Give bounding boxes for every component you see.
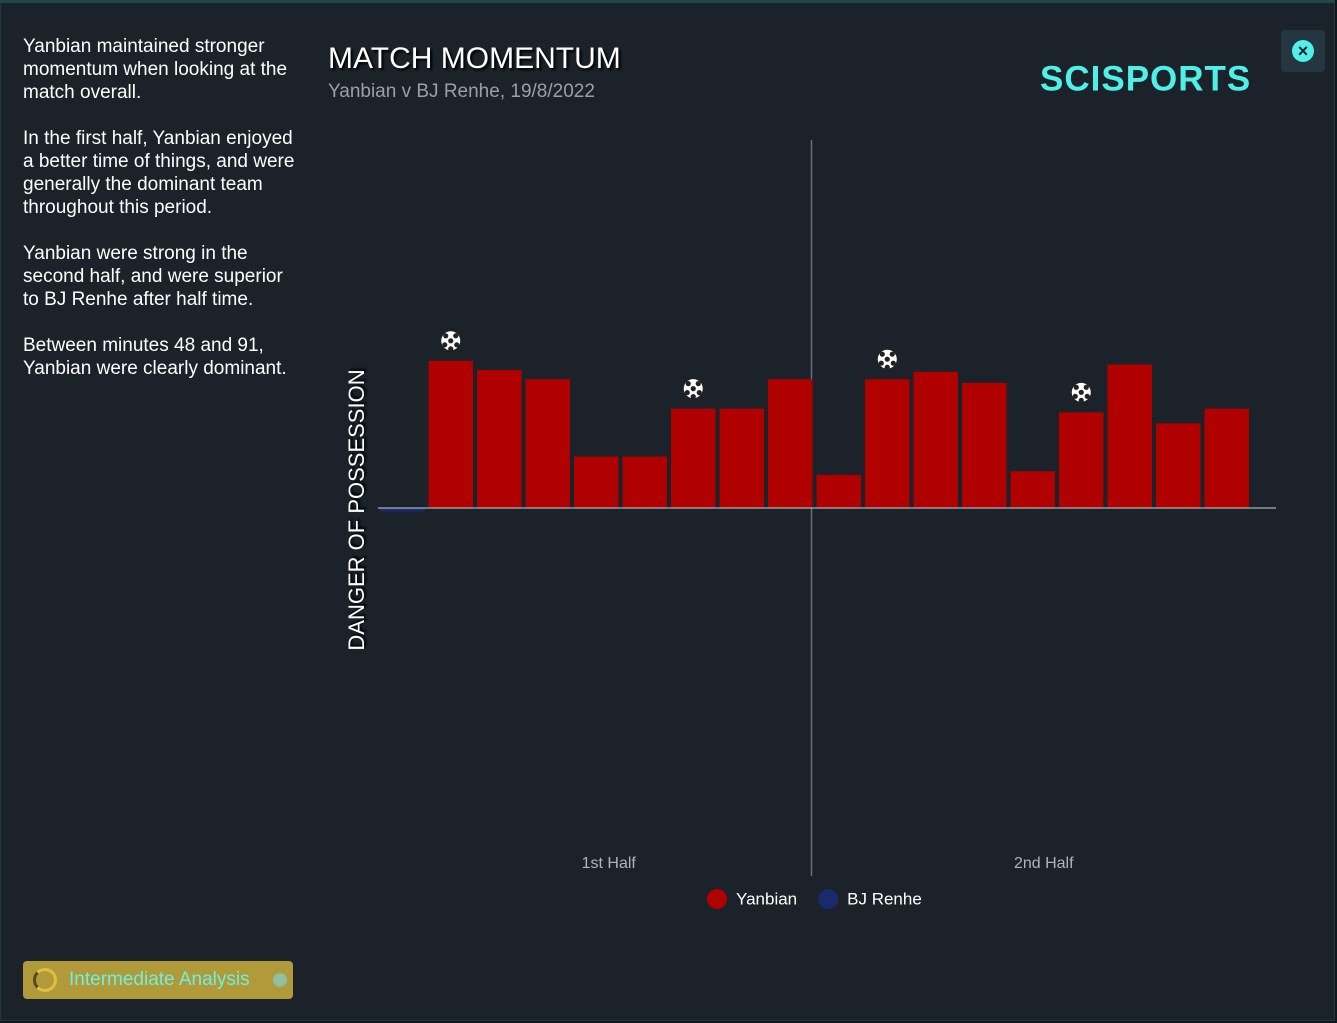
bar (671, 408, 716, 508)
paragraph: Between minutes 48 and 91, Yanbian were … (23, 335, 287, 379)
ball-patch (443, 333, 449, 339)
bar (428, 360, 473, 508)
ball-patch (1084, 393, 1090, 399)
bar (380, 508, 425, 512)
ball-patch (1078, 389, 1084, 395)
ball-patch (889, 351, 895, 357)
ball-patch (1073, 384, 1079, 390)
bar (1010, 471, 1055, 508)
legend-label: BJ Renhe (847, 889, 922, 908)
logo: SCISPORTS (1040, 59, 1251, 98)
ball-patch (1072, 393, 1078, 399)
bar (768, 379, 813, 508)
analysis-badge[interactable]: Intermediate Analysis (23, 961, 293, 999)
ball-patch (690, 386, 696, 392)
legend-label: Yanbian (736, 889, 797, 908)
bar (913, 371, 958, 508)
sidebar: Yanbian maintained stronger momentum whe… (23, 35, 298, 403)
bar (719, 408, 764, 508)
ball-patch (884, 356, 890, 362)
bar (962, 382, 1007, 508)
ball-patch (879, 351, 885, 357)
bar (865, 379, 910, 508)
bar (477, 370, 522, 508)
bar (1156, 423, 1201, 508)
ball-patch (890, 360, 896, 366)
close-button[interactable]: × (1281, 30, 1325, 72)
y-axis-label: DANGER OF POSSESSION (344, 369, 369, 650)
bar (1107, 364, 1152, 508)
ball-patch (1083, 384, 1089, 390)
bar (622, 456, 667, 508)
bar (574, 456, 619, 508)
half-label: 1st Half (582, 855, 637, 872)
badge-text: Intermediate Analysis (69, 969, 250, 990)
info-icon[interactable] (273, 973, 287, 987)
bar (525, 379, 570, 508)
ball-patch (685, 381, 691, 387)
paragraph: Yanbian maintained stronger momentum whe… (23, 36, 288, 103)
ball-patch (878, 360, 884, 366)
ball-patch (442, 342, 448, 348)
ball-patch (454, 342, 460, 348)
goal-marker (1070, 381, 1092, 403)
ball-patch (690, 394, 696, 400)
ball-patch (696, 390, 702, 396)
paragraph: In the first half, Yanbian enjoyed a bet… (23, 128, 295, 218)
ball-patch (448, 346, 454, 352)
legend-swatch (818, 889, 839, 909)
goal-marker (440, 330, 462, 352)
close-icon: × (1292, 40, 1314, 62)
bar (816, 474, 861, 508)
bar (1204, 408, 1249, 508)
goal-marker (682, 378, 704, 400)
ball-patch (695, 381, 701, 387)
half-label: 2nd Half (1014, 855, 1074, 872)
ball-patch (448, 338, 454, 344)
ball-patch (1078, 397, 1084, 403)
badge-icon (33, 968, 57, 992)
bar (1059, 412, 1104, 508)
goal-marker (876, 348, 898, 370)
legend-swatch (707, 889, 727, 909)
ball-patch (884, 364, 890, 370)
paragraph: Yanbian were strong in the second half, … (23, 243, 283, 310)
chart-subtitle: Yanbian v BJ Renhe, 19/8/2022 (328, 81, 595, 102)
chart-title: MATCH MOMENTUM (328, 42, 621, 75)
ball-patch (453, 333, 459, 339)
ball-patch (684, 390, 690, 396)
